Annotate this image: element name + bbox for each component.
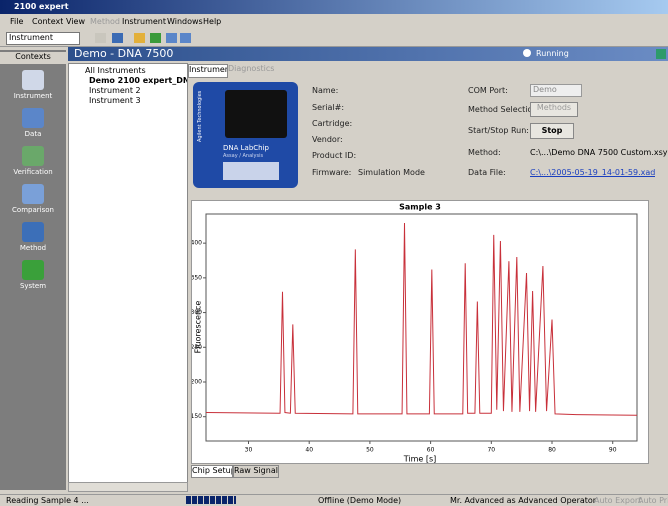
scrollbar[interactable] xyxy=(68,482,188,492)
tree-item[interactable]: Demo 2100 expert_DNA xyxy=(89,76,187,85)
x-tick-label: 50 xyxy=(366,447,374,454)
chip-subtitle: Assay / Analysis xyxy=(223,153,263,159)
info-label: Product ID: xyxy=(312,151,356,160)
tree-item[interactable]: Instrument 2 xyxy=(89,86,141,95)
trace xyxy=(206,223,637,415)
control-label: COM Port: xyxy=(468,86,508,95)
status-text: Mr. Advanced as Advanced Operator xyxy=(450,496,596,505)
icon[interactable] xyxy=(22,70,44,90)
electropherogram: Sample 3 Time [s] Fluorescence 150200250… xyxy=(191,200,649,464)
control-label: Method: xyxy=(468,148,501,157)
x-axis-label: Time [s] xyxy=(403,455,437,464)
status-bar: Reading Sample 4 ... Offline (Demo Mode)… xyxy=(0,494,668,506)
y-tick-label: 300 xyxy=(191,309,202,316)
y-tick-label: 150 xyxy=(191,413,202,420)
icon[interactable] xyxy=(22,146,44,166)
tree-item[interactable]: Instrument 3 xyxy=(89,96,141,105)
menu-item[interactable]: View xyxy=(66,17,85,26)
tab[interactable]: Raw Signals xyxy=(233,465,279,478)
status-text: Auto Export xyxy=(594,496,641,505)
sidebar-header: Contexts xyxy=(0,52,66,64)
x-tick-label: 80 xyxy=(548,447,556,454)
panel-button[interactable] xyxy=(656,49,666,59)
tab[interactable]: Diagnostics xyxy=(228,64,274,76)
control-label: Data File: xyxy=(468,168,506,177)
y-tick-label: 400 xyxy=(191,240,202,247)
tab[interactable]: Instrument xyxy=(188,64,228,78)
status-text: Offline (Demo Mode) xyxy=(318,496,401,505)
icon[interactable] xyxy=(22,260,44,280)
status-text: Reading Sample 4 ... xyxy=(6,496,89,505)
chip-name: DNA LabChip xyxy=(223,144,269,152)
progress-bar xyxy=(186,496,236,504)
x-tick-label: 40 xyxy=(305,447,313,454)
chip-label xyxy=(223,162,279,180)
context-select[interactable]: Instrument xyxy=(6,32,80,45)
x-tick-label: 30 xyxy=(245,447,253,454)
method-path: C:\...\Demo DNA 7500 Custom.xsy xyxy=(530,148,668,157)
y-tick-label: 250 xyxy=(191,344,202,351)
tool-button[interactable] xyxy=(150,33,161,43)
data-file-link[interactable]: C:\...\2005-05-19_14-01-59.xad xyxy=(530,168,655,177)
title-bar: 2100 expert xyxy=(0,0,668,14)
icon[interactable] xyxy=(22,108,44,128)
window-title: 2100 expert xyxy=(14,2,69,11)
tree-item[interactable]: All Instruments xyxy=(85,66,146,75)
sidebar-item[interactable]: Verification xyxy=(0,168,66,176)
sidebar-item[interactable]: System xyxy=(0,282,66,290)
chip-brand: Agilent Technologies xyxy=(197,91,203,142)
run-status: Running xyxy=(536,49,569,58)
control-label: Start/Stop Run: xyxy=(468,126,529,135)
x-tick-label: 60 xyxy=(427,447,435,454)
instrument-tree: All Instruments Demo 2100 expert_DNA Ins… xyxy=(68,63,188,485)
menu-item[interactable]: Instrument xyxy=(122,17,166,26)
menu-item[interactable]: Help xyxy=(203,17,221,26)
chip-image: Agilent Technologies DNA LabChip Assay /… xyxy=(193,82,298,188)
header-title: Demo - DNA 7500 xyxy=(74,47,173,60)
icon[interactable] xyxy=(22,184,44,204)
info-label: Serial#: xyxy=(312,103,344,112)
info-label: Firmware: xyxy=(312,168,351,177)
menu-bar: File Context View Method Instrument Wind… xyxy=(0,15,668,28)
icon[interactable] xyxy=(22,222,44,242)
menu-item[interactable]: File xyxy=(10,17,23,26)
toolbar: Instrument xyxy=(0,30,668,47)
y-tick-label: 350 xyxy=(191,274,202,281)
methods-button[interactable]: Methods xyxy=(530,102,578,117)
header-bar: Demo - DNA 7500 Running xyxy=(68,47,668,61)
status-icon xyxy=(523,49,531,57)
y-tick-label: 200 xyxy=(191,378,202,385)
tool-button[interactable] xyxy=(180,33,191,43)
sidebar-item[interactable]: Method xyxy=(0,244,66,252)
chart-title: Sample 3 xyxy=(399,203,441,212)
app-window: {"window":{"title":"2100 expert"}, "menu… xyxy=(0,0,668,505)
x-tick-label: 70 xyxy=(487,447,495,454)
sidebar-item[interactable]: Instrument xyxy=(0,92,66,100)
context-sidebar: Contexts Instrument Data Verification Co… xyxy=(0,50,66,490)
status-text: Auto Print xyxy=(638,496,668,505)
menu-item[interactable]: Method xyxy=(90,17,120,26)
x-tick-label: 90 xyxy=(609,447,617,454)
com-port-select[interactable]: Demo xyxy=(530,84,582,97)
info-label: Vendor: xyxy=(312,135,343,144)
firmware-value: Simulation Mode xyxy=(358,168,425,177)
tab[interactable]: Chip Setup xyxy=(191,465,233,478)
tool-button[interactable] xyxy=(134,33,145,43)
sidebar-item[interactable]: Comparison xyxy=(0,206,66,214)
plot-frame xyxy=(206,214,637,441)
menu-item[interactable]: Context xyxy=(32,17,63,26)
tool-button[interactable] xyxy=(95,33,106,43)
tool-button[interactable] xyxy=(112,33,123,43)
info-label: Name: xyxy=(312,86,338,95)
chip-wells xyxy=(225,90,287,138)
sidebar-item[interactable]: Data xyxy=(0,130,66,138)
menu-item[interactable]: Windows xyxy=(167,17,203,26)
stop-button[interactable]: Stop xyxy=(530,123,574,139)
info-label: Cartridge: xyxy=(312,119,352,128)
tool-button[interactable] xyxy=(166,33,177,43)
